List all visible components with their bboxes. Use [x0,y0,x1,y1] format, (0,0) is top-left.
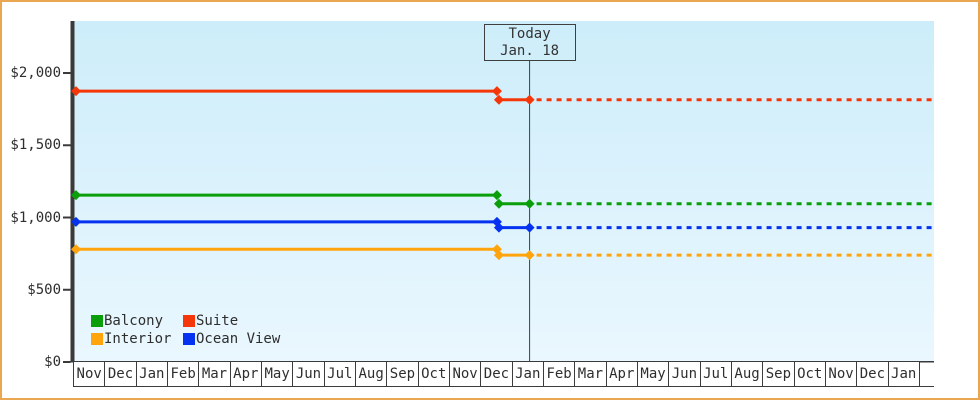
x-axis-month-label: Jul [700,362,732,386]
x-axis-month-label: Sep [387,362,419,386]
x-axis-line [70,361,934,363]
y-axis-tick [63,216,71,219]
y-axis-tick-label: $500 [27,281,61,298]
legend-item-ocean-view: Ocean View [183,332,280,346]
x-axis-month-label: Jul [324,362,356,386]
series-start-marker-balcony [71,190,81,201]
x-axis-month-label: Aug [355,362,388,386]
series-today-marker-balcony [524,198,535,209]
series-today-marker-ocean-view [524,222,535,233]
legend-label: Suite [196,313,239,329]
x-axis-month-label: Jan [888,362,920,386]
y-axis-tick [63,361,71,363]
x-axis-month-label: Jun [669,362,701,386]
x-axis-month-label: Jun [293,362,325,386]
series-drop-new-marker-balcony [493,198,504,209]
x-axis-month-label: Dec [481,362,513,386]
legend-swatch-interior [91,333,103,345]
x-axis-month-label: Dec [105,362,137,386]
today-annotation-date: Jan. 18 [500,43,560,59]
x-axis-month-label: Feb [167,362,200,386]
x-axis-month-label: Apr [230,362,262,386]
y-axis-tick [63,72,71,75]
y-axis-line [70,21,75,362]
legend: Balcony Suite Interior Ocean View [91,314,280,346]
legend-item-suite: Suite [183,314,280,328]
plot-area [74,21,934,362]
legend-item-interior: Interior [91,332,183,346]
series-drop-new-marker-suite [493,94,504,105]
today-annotation-box: Today Jan. 18 [483,24,576,61]
x-axis-month-band: Nov Dec Jan Feb Mar Apr May Jun Jul Aug Sep Oct Nov D… [73,362,934,387]
x-axis-month-label: Apr [606,362,638,386]
legend-label: Ocean View [196,331,281,347]
series-drop-new-marker-interior [493,250,504,261]
x-axis-month-label: Feb [543,362,576,386]
x-axis-month-label: Dec [857,362,889,386]
legend-label: Balcony [104,313,164,329]
x-axis-month-label: Mar [575,362,607,386]
x-axis-month-label: Nov [74,362,106,386]
x-axis-month-label: Nov [449,362,482,386]
series-start-marker-interior [71,244,81,255]
legend-swatch-suite [183,315,195,327]
x-axis-month-label: Jan [512,362,544,386]
legend-item-balcony: Balcony [91,314,183,328]
series-drop-old-marker-suite [491,86,502,97]
series-drop-new-marker-ocean-view [493,222,504,233]
legend-swatch-balcony [91,315,103,327]
series-start-marker-suite [71,86,81,97]
series-start-marker-ocean-view [71,216,81,227]
x-axis-month-label: Oct [418,362,450,386]
y-axis-tick-label: $2,000 [10,65,61,82]
y-axis-tick-label: $0 [44,354,61,370]
legend-label: Interior [104,331,172,347]
legend-swatch-ocean-view [183,333,195,345]
x-axis-month-label: Mar [199,362,231,386]
x-axis-month-label: Aug [731,362,764,386]
x-axis-month-label: Sep [763,362,795,386]
x-axis-month-label: Jan [136,362,168,386]
today-annotation-title: Today [508,26,551,42]
y-axis-tick [63,288,71,291]
series-today-marker-interior [524,250,535,261]
x-axis-month-label: May [637,362,670,386]
x-axis-month-label: Nov [825,362,858,386]
y-axis-tick-label: $1,000 [10,209,61,226]
x-axis-month-label: Oct [794,362,826,386]
y-axis-tick-label: $1,500 [10,137,61,154]
y-axis-tick [63,144,71,147]
x-axis-month-label: May [261,362,294,386]
series-drop-old-marker-balcony [491,190,502,201]
series-today-marker-suite [524,94,535,105]
